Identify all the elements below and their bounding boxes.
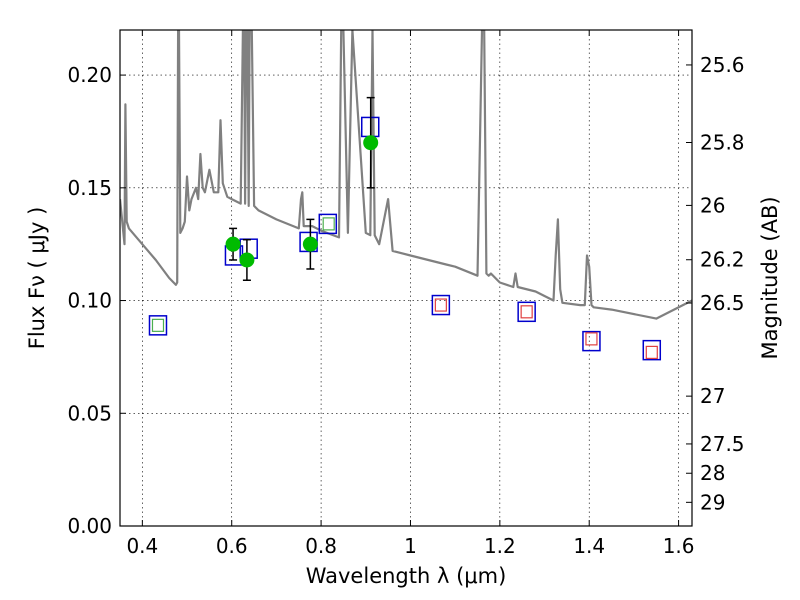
y-tick-label: 0.05 <box>67 401 112 425</box>
x-tick-label: 0.4 <box>126 534 158 558</box>
upper-limit-marker <box>645 345 658 359</box>
y2-tick-label: 27.5 <box>700 432 745 456</box>
x-tick-label: 1.6 <box>663 534 695 558</box>
upper-limit-marker <box>585 332 598 346</box>
x-tick-label: 1 <box>404 534 417 558</box>
y-tick-label: 0.10 <box>67 289 112 313</box>
x-tick-label: 1.4 <box>573 534 605 558</box>
spectrum-layer <box>120 30 692 320</box>
observed-point <box>239 252 255 268</box>
y2-tick-label: 28 <box>700 461 725 485</box>
x-tick-label: 1.2 <box>484 534 516 558</box>
observed-point <box>225 236 241 252</box>
y2-tick-label: 25.6 <box>700 53 745 77</box>
model-flux-marker <box>582 330 601 352</box>
y2-tick-label: 29 <box>700 490 725 514</box>
y-tick-label: 0.15 <box>67 176 112 200</box>
markers-layer <box>148 96 662 361</box>
model-flux-marker <box>148 315 168 336</box>
y-axis-left: 0.00 0.05 0.10 0.15 0.20 <box>67 63 126 538</box>
y2-tick-label: 26.5 <box>700 291 745 315</box>
y2-tick-label: 25.8 <box>700 131 745 155</box>
y2-tick-label: 26 <box>700 193 725 217</box>
grid <box>120 30 692 527</box>
observed-point <box>363 135 379 151</box>
y-tick-label: 0.00 <box>67 514 112 538</box>
upper-limit-marker <box>520 305 533 319</box>
model-flux-marker <box>642 339 662 361</box>
y2-tick-label: 26.2 <box>700 248 745 272</box>
x-tick-label: 0.6 <box>216 534 248 558</box>
x-axis-label: Wavelength λ (μm) <box>306 564 507 588</box>
x-tick-label: 0.8 <box>305 534 337 558</box>
y-axis-label: Flux Fν ( μJy ) <box>25 207 49 350</box>
model-flux-marker <box>318 213 338 235</box>
model-flux-marker <box>517 301 536 323</box>
plot-frame <box>119 29 693 527</box>
irac-marker <box>151 318 165 332</box>
spectrum-line <box>120 30 692 320</box>
y-tick-label: 0.20 <box>67 63 112 87</box>
upper-limit-marker <box>434 298 447 312</box>
y2-axis-label: Magnitude (AB) <box>758 196 782 359</box>
observed-point <box>302 236 318 252</box>
x-axis: 0.4 0.6 0.8 1 1.2 1.4 1.6 <box>126 30 695 558</box>
y2-tick-label: 27 <box>700 384 725 408</box>
y-axis-right: 25.6 25.8 26 26.2 26.5 27 27.5 28 29 <box>686 53 745 514</box>
irac-marker <box>322 217 335 231</box>
model-flux-marker <box>431 294 451 316</box>
